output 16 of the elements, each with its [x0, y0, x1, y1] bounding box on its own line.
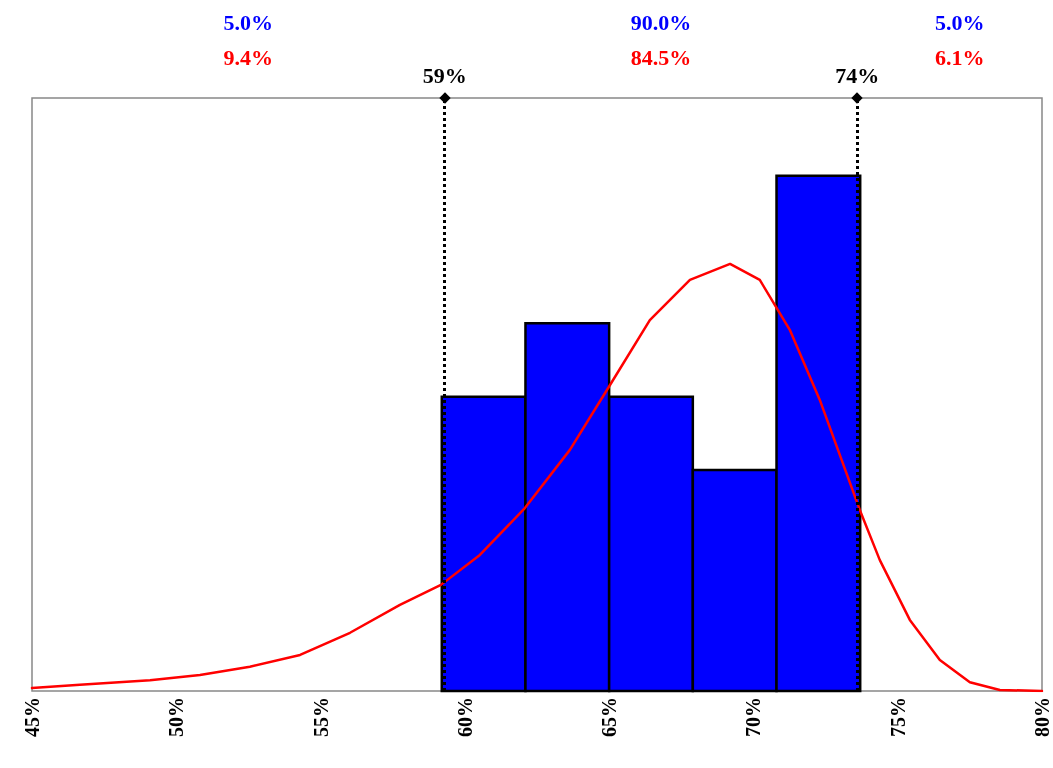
- x-tick-label: 45%: [21, 697, 43, 737]
- text: 90.0%: [630, 9, 692, 35]
- x-tick-label: 50%: [165, 697, 188, 737]
- ref-line-label: 74%: [835, 62, 880, 88]
- x-tick-label: 70%: [742, 697, 765, 737]
- text: 5.0%: [223, 9, 274, 35]
- x-tick-label: 80%: [1031, 697, 1053, 737]
- ref-line-label: 59%: [422, 62, 467, 88]
- text: 9.4%: [223, 44, 274, 70]
- x-tick-label: 75%: [886, 697, 909, 737]
- x-tick-label: 60%: [453, 697, 476, 737]
- text: 84.5%: [630, 44, 692, 70]
- text: 6.1%: [934, 44, 985, 70]
- x-tick-label: 65%: [598, 697, 621, 737]
- x-tick-label: 55%: [309, 697, 332, 737]
- text: 5.0%: [934, 9, 985, 35]
